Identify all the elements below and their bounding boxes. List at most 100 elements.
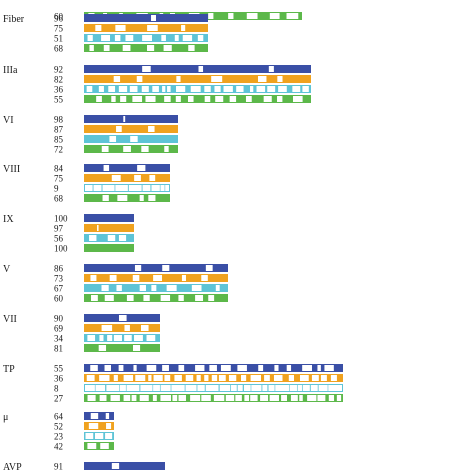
coverage-segment-vii-2-1	[95, 334, 100, 342]
coverage-segment-tp-3-18	[268, 394, 270, 402]
coverage-segment-tp-2-14	[236, 384, 238, 392]
identity-value-viii-3: 68	[54, 194, 64, 204]
identity-value-v-2: 67	[54, 284, 64, 294]
coverage-segment---3-2	[108, 442, 114, 450]
coverage-segment-tp-2-5	[139, 384, 141, 392]
coverage-segment-avp-0-1	[119, 462, 165, 470]
coverage-segment-iiia-3-7	[180, 95, 188, 103]
identity-value-tp-3: 27	[54, 394, 64, 404]
coverage-segment-iiia-1-1	[120, 75, 137, 83]
coverage-segment-tp-3-1	[95, 394, 100, 402]
coverage-segment-v-1-5	[185, 274, 202, 282]
coverage-segment-tp-3-15	[241, 394, 245, 402]
identity-value-vii-1: 69	[54, 324, 64, 334]
coverage-segment-tp-1-16	[246, 374, 251, 382]
coverage-segment-iiia-1-0	[84, 75, 114, 83]
coverage-segment-tp-0-5	[156, 364, 163, 372]
coverage-segment-tp-3-7	[156, 394, 161, 402]
coverage-segment-iiia-1-2	[142, 75, 177, 83]
coverage-segment-iiia-2-10	[185, 85, 191, 93]
coverage-segment-tp-1-2	[109, 374, 114, 382]
coverage-segment-v-2-1	[108, 284, 117, 292]
coverage-track-viii-2	[84, 184, 170, 192]
coverage-segment-vii-1-2	[129, 324, 141, 332]
coverage-segment-tp-0-6	[168, 364, 179, 372]
coverage-segment-tp-1-1	[94, 374, 100, 382]
coverage-segment-viii-2-8	[164, 184, 166, 192]
coverage-segment-tp-2-17	[261, 384, 263, 392]
coverage-segment-fiber-2-8	[192, 34, 198, 42]
coverage-segment-fiber-1-0	[84, 24, 96, 32]
identity-value-iiia-0: 92	[54, 65, 63, 75]
coverage-segment-iiia-1-5	[266, 75, 278, 83]
coverage-segment-tp-2-4	[125, 384, 127, 392]
coverage-segment-viii-2-1	[92, 184, 94, 192]
identity-value-fiber-1: 75	[54, 24, 64, 34]
coverage-segment-viii-0-1	[109, 164, 138, 172]
coverage-segment-tp-2-22	[301, 384, 303, 392]
coverage-segment-tp-1-3	[117, 374, 124, 382]
coverage-segment-v-2-6	[201, 284, 216, 292]
coverage-segment-vi-2-1	[116, 135, 131, 143]
coverage-segment-tp-3-16	[249, 394, 251, 402]
coverage-segment-fiber-2-3	[120, 34, 126, 42]
coverage-segment-tp-3-19	[278, 394, 282, 402]
coverage-segment-vii-3-1	[106, 344, 133, 352]
coverage-segment-iiia-3-0	[84, 95, 97, 103]
coverage-segment-viii-1-0	[84, 174, 112, 182]
coverage-segment---1-2	[111, 422, 114, 430]
coverage-segment-tp-2-13	[230, 384, 231, 392]
coverage-segment-viii-3-0	[84, 194, 103, 202]
coverage-segment-fiber-1-4	[185, 24, 208, 32]
coverage-segment-tp-0-0	[84, 364, 91, 372]
coverage-segment-iiia-3-11	[236, 95, 246, 103]
coverage-segment-v-0-1	[141, 264, 163, 272]
coverage-track-tp-0	[84, 364, 343, 372]
coverage-segment-iiia-3-14	[282, 95, 293, 103]
coverage-segment---3-1	[96, 442, 101, 450]
coverage-segment-vii-3-2	[140, 344, 160, 352]
coverage-segment-iiia-3-4	[142, 95, 146, 103]
coverage-segment-tp-2-7	[159, 384, 161, 392]
coverage-segment-tp-1-5	[145, 374, 149, 382]
coverage-segment-tp-1-0	[84, 374, 87, 382]
coverage-segment-tp-2-26	[342, 384, 343, 392]
coverage-segment-tp-0-16	[320, 364, 325, 372]
coverage-segment-tp-2-2	[105, 384, 107, 392]
coverage-segment-avp-0-0	[84, 462, 112, 470]
coverage-segment-v-3-2	[113, 294, 127, 302]
identity-value-v-1: 73	[54, 274, 64, 284]
coverage-segment-v-3-8	[214, 294, 228, 302]
coverage-segment-tp-2-3	[119, 384, 120, 392]
coverage-segment-fiber-2-7	[178, 34, 183, 42]
coverage-segment-vi-2-0	[84, 135, 110, 143]
identity-value-tp-1: 36	[54, 374, 64, 384]
coverage-segment-fiber-2-4	[133, 34, 143, 42]
coverage-segment-viii-0-2	[145, 164, 170, 172]
coverage-segment-viii-2-4	[127, 184, 129, 192]
identity-value-vi-1: 87	[54, 125, 64, 135]
coverage-segment-vii-2-4	[121, 334, 125, 342]
coverage-segment-tp-0-14	[291, 364, 303, 372]
identity-value-fiber-2: 51	[54, 34, 63, 44]
coverage-segment-fiber-3-1	[93, 44, 104, 52]
identity-value---3: 42	[54, 442, 63, 452]
coverage-segment-tp-2-24	[317, 384, 319, 392]
protein-label-iiia: IIIa	[3, 65, 18, 76]
identity-value-tp-2: 8	[54, 384, 59, 394]
coverage-segment-iiia-2-5	[137, 85, 142, 93]
coverage-segment-fiber-2-9	[203, 34, 208, 42]
coverage-segment-fiber-0-1	[155, 14, 208, 22]
coverage-segment-fiber-2-2	[110, 34, 115, 42]
coverage-segment-tp-2-16	[250, 384, 252, 392]
coverage-segment-vii-1-3	[148, 324, 160, 332]
coverage-segment-tp-2-12	[218, 384, 220, 392]
coverage-segment-iiia-2-11	[200, 85, 205, 93]
coverage-segment-v-3-5	[170, 294, 179, 302]
coverage-segment-tp-2-1	[94, 384, 96, 392]
coverage-segment---2-3	[112, 432, 114, 440]
coverage-segment-iiia-3-8	[193, 95, 205, 103]
coverage-segment-vii-2-6	[142, 334, 147, 342]
coverage-segment-tp-3-2	[106, 394, 111, 402]
coverage-segment-v-3-6	[183, 294, 196, 302]
